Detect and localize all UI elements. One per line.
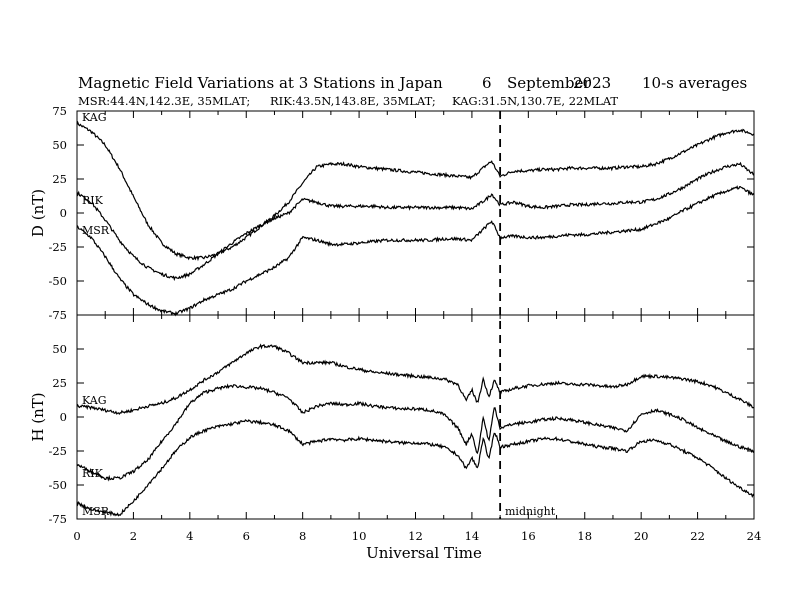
x-axis-ticks: 0 2 4 6 8 10 12 14 16 18 20 22 24 <box>73 529 761 543</box>
d-ytick-label: -50 <box>48 274 67 288</box>
h-panel-series <box>76 343 755 517</box>
d-ytick-label: -75 <box>48 308 67 322</box>
h-series-msr <box>76 419 755 517</box>
chart-title: Magnetic Field Variations at 3 Stations … <box>78 74 443 92</box>
date-day: 6 <box>482 74 492 92</box>
xtick-label: 2 <box>130 529 137 543</box>
xtick-label: 12 <box>408 529 423 543</box>
station-msr-info: MSR:44.4N,142.3E, 35MLAT; <box>78 94 250 108</box>
d-series-msr <box>76 185 755 317</box>
date-year: 2023 <box>573 74 611 92</box>
d-panel-series <box>76 120 755 317</box>
d-series-kag <box>76 120 755 262</box>
h-series-rik <box>76 383 755 482</box>
h-ytick-label: 50 <box>52 342 67 356</box>
xtick-label: 0 <box>73 529 80 543</box>
h-ytick-label: -75 <box>48 512 67 526</box>
h-label-msr: MSR <box>82 505 110 518</box>
xtick-label: 18 <box>577 529 592 543</box>
d-ytick-label: -25 <box>48 240 67 254</box>
d-ytick-label: 75 <box>52 104 67 118</box>
averaging-label: 10-s averages <box>642 74 747 92</box>
h-ytick-label: -25 <box>48 444 67 458</box>
h-series-kag <box>76 343 755 416</box>
xtick-label: 24 <box>747 529 762 543</box>
date-month: September <box>507 74 591 92</box>
d-panel-ticks: 75 50 25 0 -25 -50 -75 <box>48 104 755 322</box>
d-ytick-label: 50 <box>52 138 67 152</box>
xtick-label: 22 <box>690 529 705 543</box>
h-label-kag: KAG <box>82 394 107 407</box>
d-label-kag: KAG <box>82 111 107 124</box>
d-ytick-label: 0 <box>60 206 67 220</box>
h-axis-label: H (nT) <box>29 392 47 441</box>
xtick-label: 20 <box>634 529 649 543</box>
xtick-label: 8 <box>299 529 306 543</box>
xtick-label: 16 <box>521 529 536 543</box>
xtick-label: 14 <box>465 529 480 543</box>
d-label-rik: RIK <box>82 194 104 207</box>
h-ytick-label: 25 <box>52 376 67 390</box>
station-rik-info: RIK:43.5N,143.8E, 35MLAT; <box>270 94 436 108</box>
station-kag-info: KAG:31.5N,130.7E, 22MLAT <box>452 94 618 108</box>
h-ytick-label: -50 <box>48 478 67 492</box>
h-ytick-label: 0 <box>60 410 67 424</box>
h-label-rik: RIK <box>82 467 104 480</box>
d-panel-frame <box>76 110 755 316</box>
xtick-label: 4 <box>186 529 193 543</box>
h-panel-ticks: 50 25 0 -25 -50 -75 <box>48 315 755 526</box>
d-axis-label: D (nT) <box>29 189 47 237</box>
x-axis-label: Universal Time <box>366 544 482 562</box>
d-ytick-label: 25 <box>52 172 67 186</box>
xtick-label: 10 <box>352 529 367 543</box>
midnight-label: midnight <box>505 505 556 518</box>
d-series-rik <box>76 161 755 282</box>
d-label-msr: MSR <box>82 224 110 237</box>
xtick-label: 6 <box>243 529 250 543</box>
h-panel-frame <box>76 314 755 520</box>
